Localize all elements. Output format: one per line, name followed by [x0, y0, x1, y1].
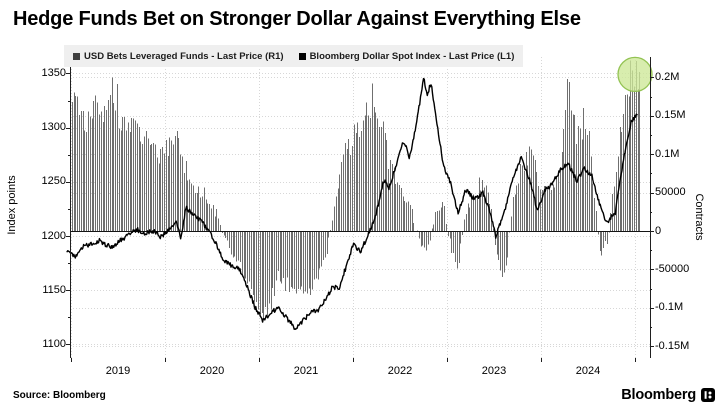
- legend: USD Bets Leveraged Funds - Last Price (R…: [64, 45, 524, 67]
- chart-title: Hedge Funds Bet on Stronger Dollar Again…: [13, 8, 581, 30]
- highlight-circle: [617, 56, 653, 93]
- right-axis-tick-label: 0.2M: [655, 70, 680, 83]
- x-axis-tick-label: 2019: [105, 365, 131, 377]
- left-axis-title: Index points: [6, 175, 18, 235]
- legend-item: USD Bets Leveraged Funds - Last Price (R…: [73, 51, 284, 62]
- x-axis-tick-label: 2021: [293, 365, 319, 377]
- right-axis-tick-label: -0.15M: [655, 339, 690, 352]
- left-axis-tick-label: 1100: [42, 337, 66, 350]
- source-note: Source: Bloomberg: [13, 390, 106, 401]
- left-axis-tick-label: 1200: [41, 229, 66, 242]
- left-axis-tick-label: 1150: [42, 283, 66, 296]
- legend-label: Bloomberg Dollar Spot Index - Last Price…: [309, 50, 515, 62]
- bloomberg-logo: Bloomberg: [621, 387, 715, 403]
- x-axis-tick-label: 2022: [387, 365, 413, 377]
- legend-item: Bloomberg Dollar Spot Index - Last Price…: [298, 50, 515, 62]
- bloomberg-wordmark: Bloomberg: [621, 387, 696, 403]
- x-axis-tick-label: 2023: [481, 365, 507, 377]
- x-axis-tick-label: 2024: [575, 365, 601, 377]
- left-axis-tick-label: 1250: [41, 175, 66, 188]
- right-axis-tick-label: -0.1M: [655, 301, 684, 314]
- legend-swatch-icon: [298, 52, 306, 60]
- x-axis-tick-label: 2020: [199, 365, 225, 377]
- right-axis-tick-label: 0.1M: [655, 147, 680, 160]
- legend-label: USD Bets Leveraged Funds - Last Price (R…: [84, 50, 284, 62]
- right-axis-title: Contracts: [693, 193, 705, 241]
- left-axis-tick-label: 1300: [41, 121, 66, 134]
- bloomberg-mark-icon: [701, 388, 715, 402]
- right-axis-tick-label: 50000: [655, 186, 686, 199]
- right-axis-tick-label: 0.15M: [655, 109, 686, 122]
- left-axis-tick-label: 1350: [41, 66, 66, 79]
- right-axis-tick-label: -50000: [655, 262, 690, 275]
- right-axis-tick-label: 0: [655, 224, 662, 237]
- legend-swatch-icon: [73, 52, 80, 60]
